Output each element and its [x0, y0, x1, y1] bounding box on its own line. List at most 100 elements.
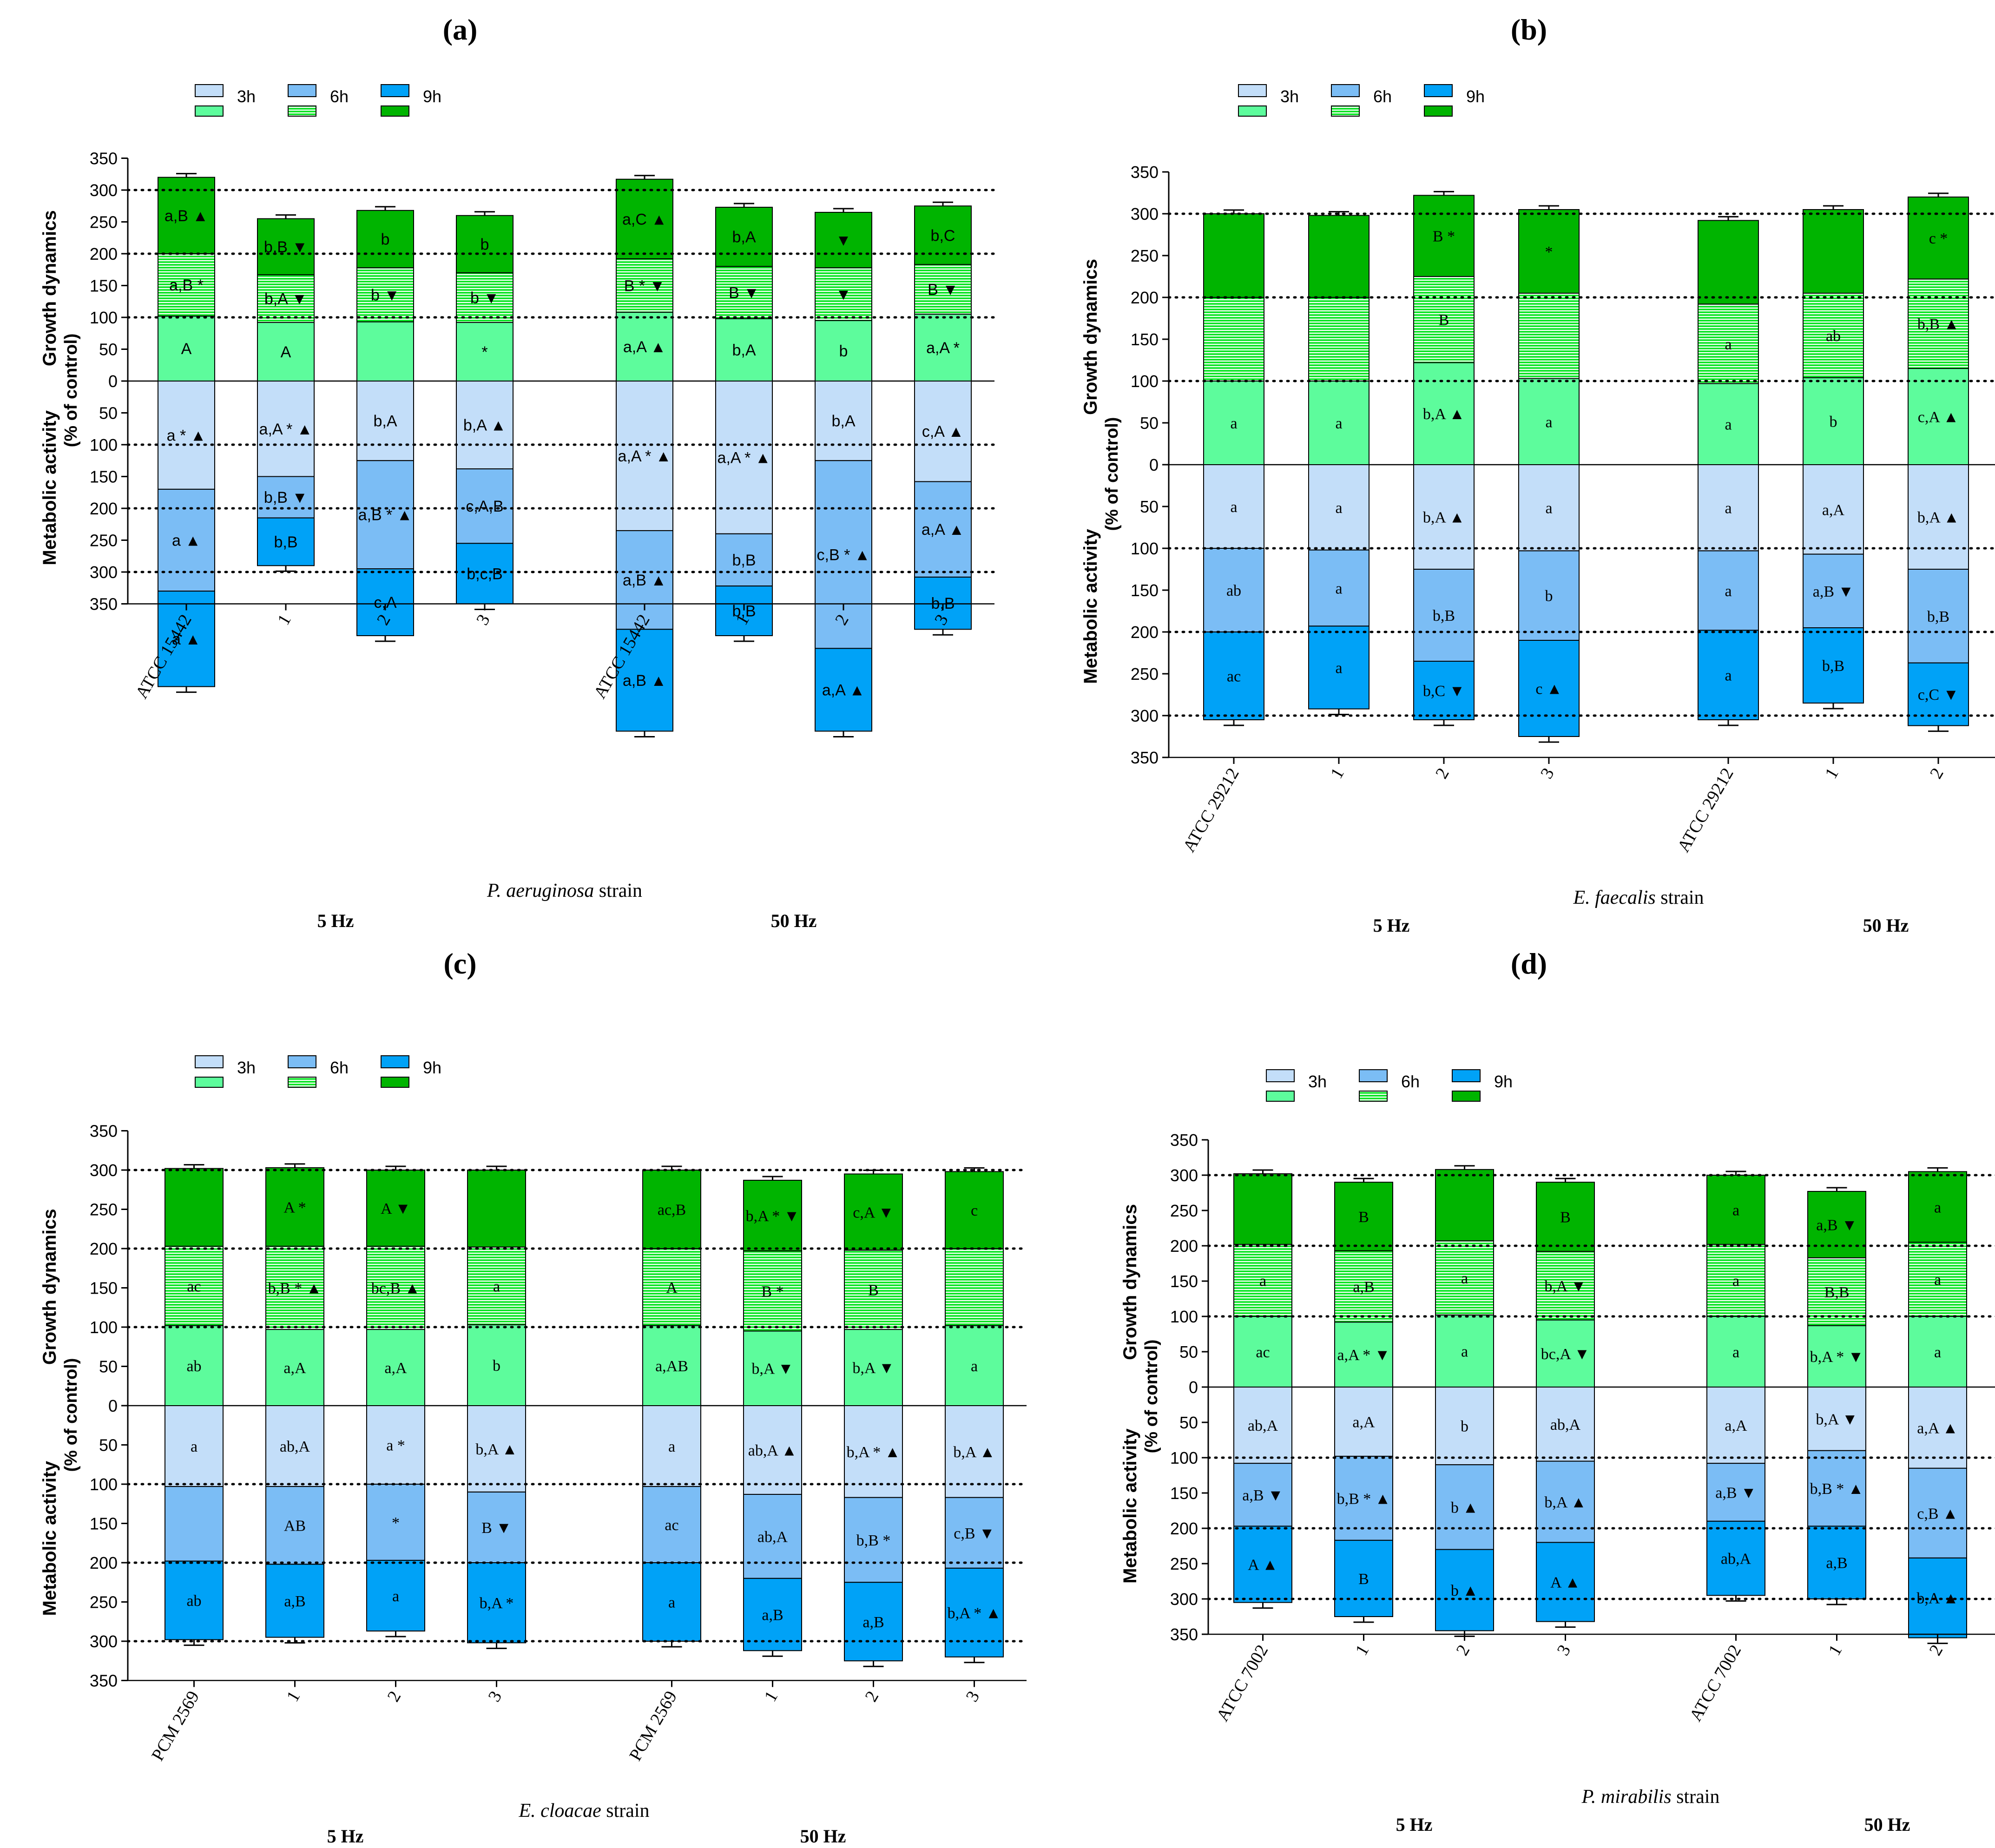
metabolic-segment-label: A ▲	[1248, 1557, 1278, 1574]
bar-metabolic-segment	[165, 1560, 224, 1640]
bar-growth-segment	[1518, 293, 1580, 379]
x-axis-title-species: P. aeruginosa	[487, 880, 594, 901]
bar-growth-segment	[1908, 278, 1969, 369]
bar-growth-segment	[1334, 1322, 1393, 1388]
metabolic-segment-label: ab,A	[1550, 1416, 1581, 1434]
bar-growth-segment	[265, 1329, 324, 1407]
bar-growth-segment	[1807, 1257, 1866, 1326]
y-tick-label: 300	[1131, 706, 1159, 725]
bar-growth-segment	[1435, 1169, 1494, 1242]
bar-growth-segment	[1706, 1175, 1765, 1245]
metabolic-segment-label: b ▲	[1451, 1499, 1478, 1516]
growth-segment-label: a,B	[1353, 1278, 1374, 1296]
metabolic-segment-label: *	[392, 1514, 400, 1532]
growth-segment-label: a,B *	[169, 276, 204, 294]
bar-metabolic-segment	[1536, 1542, 1595, 1622]
legend-swatch-growth-9h	[1424, 105, 1453, 117]
growth-segment-label: ▼	[836, 232, 851, 250]
metabolic-segment-label: a	[1335, 660, 1342, 677]
y-tick-label: 50	[99, 404, 118, 423]
y-tick-label: 300	[1131, 204, 1159, 224]
y-tick-label: 350	[90, 595, 118, 614]
legend-label-3h: 3h	[1308, 1072, 1327, 1091]
bar-growth-segment	[815, 267, 872, 321]
bar-growth-segment	[815, 211, 872, 269]
bar-growth-segment	[1698, 220, 1759, 305]
bar-growth-segment	[165, 1168, 224, 1247]
bar-growth-segment	[158, 177, 215, 254]
growth-segment-label: a	[1461, 1343, 1468, 1360]
x-tick-label: 3	[473, 611, 494, 628]
y-tick-label: 250	[1170, 1554, 1198, 1573]
bar-metabolic-segment	[467, 1491, 526, 1563]
legend-swatch-growth-6h	[288, 105, 316, 117]
x-tick-label-group: 2	[861, 1688, 882, 1705]
metabolic-segment-label: a * ▲	[167, 427, 206, 444]
bar-metabolic-segment	[1518, 464, 1580, 552]
y-label-top: Growth dynamics	[1120, 1204, 1140, 1360]
growth-segment-label: b,B ▼	[264, 238, 308, 256]
bar-metabolic-segment	[914, 576, 972, 630]
metabolic-segment-label: ab,A	[1721, 1551, 1751, 1568]
x-tick-label: 1	[283, 1688, 304, 1705]
bar-growth-segment	[366, 1245, 425, 1330]
group-label: 50 Hz	[1863, 915, 1909, 936]
growth-segment-label: b,A * ▼	[746, 1208, 800, 1225]
y-label-unit-group: (% of control)	[61, 1358, 81, 1472]
bar-metabolic-segment	[1803, 553, 1864, 628]
metabolic-segment-label: b,C ▼	[1423, 683, 1465, 700]
bar-metabolic-segment	[257, 517, 315, 566]
y-tick-label: 300	[90, 563, 118, 582]
bar-growth-segment	[1308, 215, 1370, 298]
metabolic-segment-label: b	[1545, 588, 1553, 605]
growth-segment-label: b,A ▼	[852, 1360, 894, 1377]
bar-metabolic-segment	[1908, 464, 1969, 570]
metabolic-segment-label: a ▲	[172, 532, 201, 550]
group-label: 5 Hz	[1396, 1814, 1433, 1835]
growth-segment-label: a	[493, 1278, 500, 1295]
x-tick-label: 1	[1351, 1642, 1373, 1659]
metabolic-segment-label: a,B ▲	[623, 672, 666, 690]
bar-growth-segment	[1203, 213, 1264, 298]
x-tick-label-group: ATCC 29212	[1179, 765, 1243, 856]
metabolic-segment-label: b	[1461, 1418, 1468, 1435]
y-label-top: Growth dynamics	[40, 1209, 60, 1365]
bar-metabolic-segment	[456, 381, 514, 470]
metabolic-segment-label: a	[1545, 500, 1552, 517]
metabolic-segment-label: b,A ▲	[475, 1441, 517, 1458]
metabolic-segment-label: c,A,B	[466, 498, 503, 515]
growth-segment-label: ac	[1256, 1344, 1270, 1361]
growth-segment-label: b ▼	[371, 286, 400, 304]
y-tick-label: 300	[1170, 1590, 1198, 1609]
legend-label-9h: 9h	[423, 87, 441, 106]
bar-growth-segment	[1308, 297, 1370, 381]
metabolic-segment-label: a,A	[1725, 1417, 1747, 1434]
bar-metabolic-segment	[265, 1405, 324, 1487]
bar-metabolic-segment	[642, 1405, 701, 1487]
y-tick-label: 100	[90, 1475, 118, 1494]
bar-growth-segment	[1536, 1182, 1595, 1252]
bar-growth-segment	[945, 1248, 1004, 1326]
metabolic-segment-label: a,A ▲	[1917, 1420, 1958, 1437]
bar-growth-segment	[467, 1246, 526, 1325]
y-tick-label: 50	[1140, 414, 1159, 433]
group-label: 5 Hz	[1373, 915, 1410, 936]
metabolic-segment-label: b,B	[274, 533, 297, 551]
y-tick-label: 350	[1131, 748, 1159, 767]
bar-metabolic-segment	[1435, 1464, 1494, 1550]
bar-growth-segment	[844, 1250, 903, 1330]
bar-metabolic-segment	[158, 488, 215, 592]
bar-growth-segment	[1233, 1316, 1292, 1388]
bar-metabolic-segment	[1807, 1526, 1866, 1599]
x-axis-title-species: E. cloacae	[518, 1800, 601, 1822]
bar-metabolic-segment	[265, 1486, 324, 1565]
y-label-unit-group: (% of control)	[1102, 417, 1122, 531]
bar-growth-segment	[1435, 1314, 1494, 1388]
growth-segment-label: a	[1461, 1270, 1468, 1287]
y-label-top: Growth dynamics	[40, 210, 60, 366]
bar-growth-segment	[165, 1325, 224, 1407]
growth-segment-label: a,A ▲	[623, 338, 666, 356]
metabolic-segment-label: B ▼	[481, 1519, 512, 1537]
bar-growth-segment	[366, 1329, 425, 1407]
